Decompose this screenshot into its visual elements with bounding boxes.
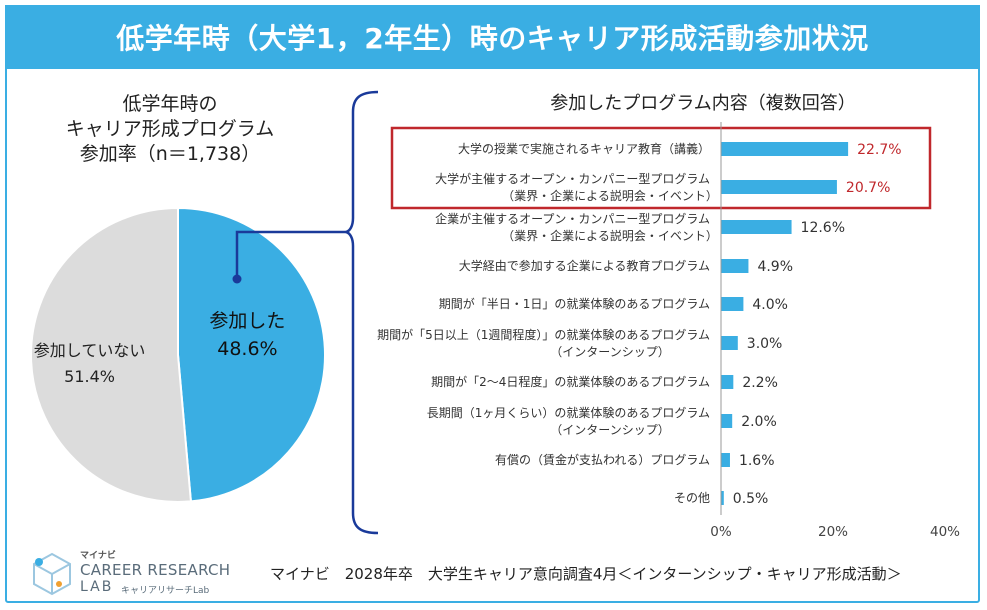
- bar: [721, 414, 733, 428]
- bar-row: 大学が主催するオープン・カンパニー型プログラム （業界・企業による説明会・イベント…: [435, 171, 890, 203]
- bar: [721, 220, 792, 234]
- bar: [721, 491, 724, 505]
- bar: [721, 375, 734, 389]
- bar-value-label: 3.0%: [747, 336, 783, 352]
- bar-category-label-sub: （インターンシップ）: [550, 423, 669, 437]
- bar: [721, 297, 744, 311]
- source-note: マイナビ 2028年卒 大学生キャリア意向調査4月＜インターンシップ・キャリア形…: [270, 565, 902, 583]
- pie-slice-not-participated: [30, 206, 192, 503]
- connector-line: [235, 230, 346, 279]
- bar-value-label: 12.6%: [801, 220, 845, 236]
- highlight-box: [390, 126, 932, 210]
- bar-row: 期間が「半日・1日」の就業体験のあるプログラム 4.0%: [439, 296, 788, 313]
- logo-mynavi-text: マイナビ: [80, 551, 116, 561]
- bar: [721, 336, 738, 350]
- bar-category-label: 大学が主催するオープン・カンパニー型プログラム: [435, 171, 710, 186]
- bar-category-label: 長期間（1ヶ月くらい）の就業体験のあるプログラム: [427, 405, 710, 420]
- logo-lab-text: LAB: [80, 579, 114, 595]
- bar-category-label: 大学の授業で実施されるキャリア教育（講義）: [458, 141, 710, 156]
- pie-label-participated: 参加した: [209, 310, 285, 332]
- bar-chart-title: 参加したプログラム内容（複数回答）: [550, 93, 855, 114]
- logo-main-text: CAREER RESEARCH: [80, 561, 231, 579]
- bracket-line: [345, 90, 379, 535]
- pie-title-line-3: 参加率（n＝1,738）: [79, 143, 261, 165]
- bar-category-label: 期間が「5日以上（1週間程度）」の就業体験のあるプログラム: [377, 327, 710, 342]
- bar-row: 期間が「5日以上（1週間程度）」の就業体験のあるプログラム （インターンシップ） 3…: [377, 327, 782, 359]
- pie-value-participated: 48.6%: [217, 338, 277, 360]
- x-tick-label: 20%: [818, 524, 848, 540]
- bar: [721, 142, 849, 156]
- bar-value-label: 2.0%: [741, 414, 777, 430]
- bar-value-label: 4.9%: [757, 259, 793, 275]
- pie-label-not-participated: 参加していない: [34, 341, 146, 360]
- pie-title: 低学年時の キャリア形成プログラム 参加率（n＝1,738）: [40, 92, 300, 167]
- bar: [721, 180, 837, 194]
- bar-row: 企業が主催するオープン・カンパニー型プログラム （業界・企業による説明会・イベント…: [435, 211, 845, 243]
- bar-category-label: 有償の（賃金が支払われる）プログラム: [495, 452, 710, 467]
- pie-value-not-participated: 51.4%: [64, 367, 115, 386]
- cube-logo-icon: [33, 552, 71, 596]
- bar-value-label: 2.2%: [742, 375, 778, 391]
- bar-value-label: 22.7%: [857, 142, 901, 158]
- bar-category-label: 企業が主催するオープン・カンパニー型プログラム: [435, 211, 710, 226]
- bar-row: 大学経由で参加する企業による教育プログラム 4.9%: [459, 258, 793, 275]
- page-title: 低学年時（大学1，2年生）時のキャリア形成活動参加状況: [5, 5, 980, 69]
- bar-category-label-sub: （業界・企業による説明会・イベント）: [502, 188, 718, 203]
- bar-value-label: 1.6%: [739, 453, 775, 469]
- bar: [721, 453, 730, 467]
- pie-slice-participated: [177, 206, 326, 503]
- logo-sub-text: キャリアリサーチLab: [121, 586, 210, 596]
- bar-row: 長期間（1ヶ月くらい）の就業体験のあるプログラム （インターンシップ） 2.0%: [427, 405, 777, 437]
- bar: [721, 259, 749, 273]
- career-research-lab-logo: マイナビ CAREER RESEARCH LAB キャリアリサーチLab: [30, 548, 230, 600]
- bar-row: 大学の授業で実施されるキャリア教育（講義） 22.7%: [458, 141, 902, 158]
- bar-value-label: 4.0%: [752, 297, 788, 313]
- bar-row: 期間が「2～4日程度」の就業体験のあるプログラム 2.2%: [431, 374, 778, 391]
- bar-value-label: 0.5%: [733, 491, 769, 507]
- bar-category-label: その他: [674, 491, 710, 505]
- bar-category-label: 期間が「2～4日程度」の就業体験のあるプログラム: [431, 374, 710, 389]
- bar-category-label-sub: （インターンシップ）: [550, 345, 669, 359]
- bar-category-label: 期間が「半日・1日」の就業体験のあるプログラム: [439, 296, 710, 311]
- bar-category-label-sub: （業界・企業による説明会・イベント）: [502, 228, 718, 243]
- bar-row: その他 0.5%: [674, 491, 768, 507]
- pie-title-line-2: キャリア形成プログラム: [65, 118, 275, 140]
- x-tick-label: 40%: [930, 524, 960, 540]
- bar-row: 有償の（賃金が支払われる）プログラム 1.6%: [495, 452, 775, 469]
- connector-dot: [232, 274, 242, 284]
- x-tick-label: 0%: [710, 524, 732, 540]
- bar-value-label: 20.7%: [846, 180, 890, 196]
- bar-category-label: 大学経由で参加する企業による教育プログラム: [459, 258, 710, 273]
- pie-title-line-1: 低学年時の: [122, 93, 218, 115]
